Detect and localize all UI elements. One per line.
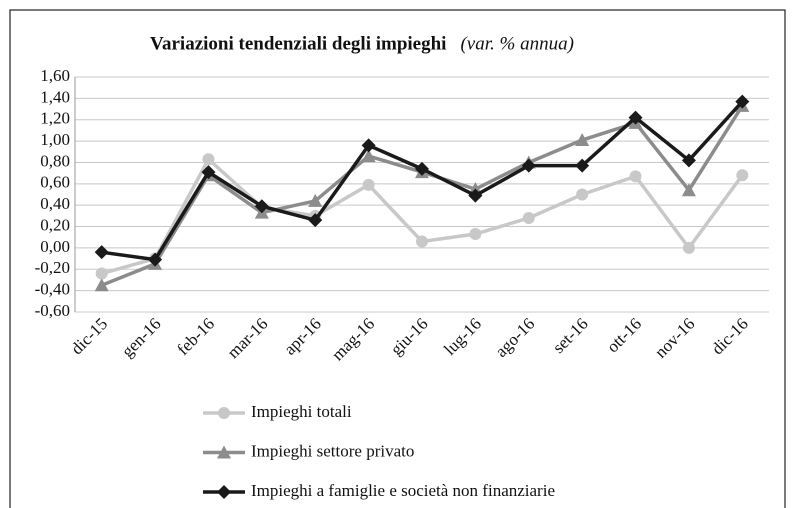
x-tick-label: ago-16 [492, 314, 539, 361]
point [361, 149, 376, 163]
y-tick-label: -0,20 [35, 258, 70, 277]
point [736, 169, 749, 182]
point [521, 158, 536, 173]
y-tick-label: 1,00 [40, 130, 70, 149]
x-tick-label: dic-16 [708, 314, 752, 358]
chart-title: Variazioni tendenziali degli impieghi [150, 33, 446, 54]
x-tick-label: apr-16 [280, 314, 325, 359]
point [308, 193, 323, 207]
series-line [101, 104, 744, 287]
y-tick-label: 0,80 [40, 151, 70, 170]
point [681, 183, 696, 197]
point [202, 153, 215, 166]
point [629, 170, 642, 183]
y-tick-label: -0,40 [35, 280, 70, 299]
point [94, 278, 109, 292]
point [362, 178, 375, 191]
legend-marker [217, 445, 231, 459]
x-tick-label: feb-16 [173, 314, 218, 359]
y-tick-label: -0,60 [35, 301, 70, 320]
point [95, 267, 108, 280]
point [94, 245, 109, 260]
x-tick-label: gen-16 [118, 314, 165, 361]
y-tick-label: 1,60 [40, 66, 70, 85]
point [361, 138, 376, 153]
point [575, 158, 590, 173]
x-tick-label: dic-15 [67, 314, 111, 358]
point [254, 199, 269, 214]
x-tick-label: nov-16 [651, 314, 698, 361]
point [201, 165, 216, 180]
legend-marker [218, 407, 230, 419]
y-tick-label: 0,00 [40, 237, 70, 256]
point [681, 153, 696, 168]
point [735, 94, 750, 109]
point [576, 188, 589, 201]
x-tick-label: mag-16 [328, 314, 378, 364]
x-tick-label: set-16 [549, 314, 592, 357]
point [682, 241, 695, 254]
y-tick-label: 1,40 [40, 87, 70, 106]
point [416, 235, 428, 248]
y-tick-label: 0,40 [40, 194, 70, 213]
point [522, 212, 535, 224]
y-tick-label: 1,20 [40, 109, 70, 128]
legend-label: Impieghi a famiglie e società non finanz… [251, 481, 555, 500]
x-tick-label: lug-16 [440, 314, 485, 359]
legend-label: Impieghi totali [251, 402, 352, 421]
legend-marker [217, 485, 231, 499]
point [308, 213, 323, 228]
chart-border [9, 9, 786, 508]
y-tick-label: 0,60 [40, 173, 70, 192]
point [469, 228, 482, 241]
y-tick-label: 0,20 [40, 215, 70, 234]
x-tick-label: mar-16 [224, 314, 272, 362]
legend-label: Impieghi settore privato [251, 441, 414, 460]
point [148, 252, 163, 267]
point [575, 133, 590, 147]
chart-subtitle: (var. % annua) [460, 33, 573, 54]
point [468, 188, 483, 203]
point [415, 161, 429, 176]
point [628, 110, 643, 125]
x-tick-label: giu-16 [387, 314, 432, 359]
x-tick-label: ott-16 [603, 314, 645, 356]
